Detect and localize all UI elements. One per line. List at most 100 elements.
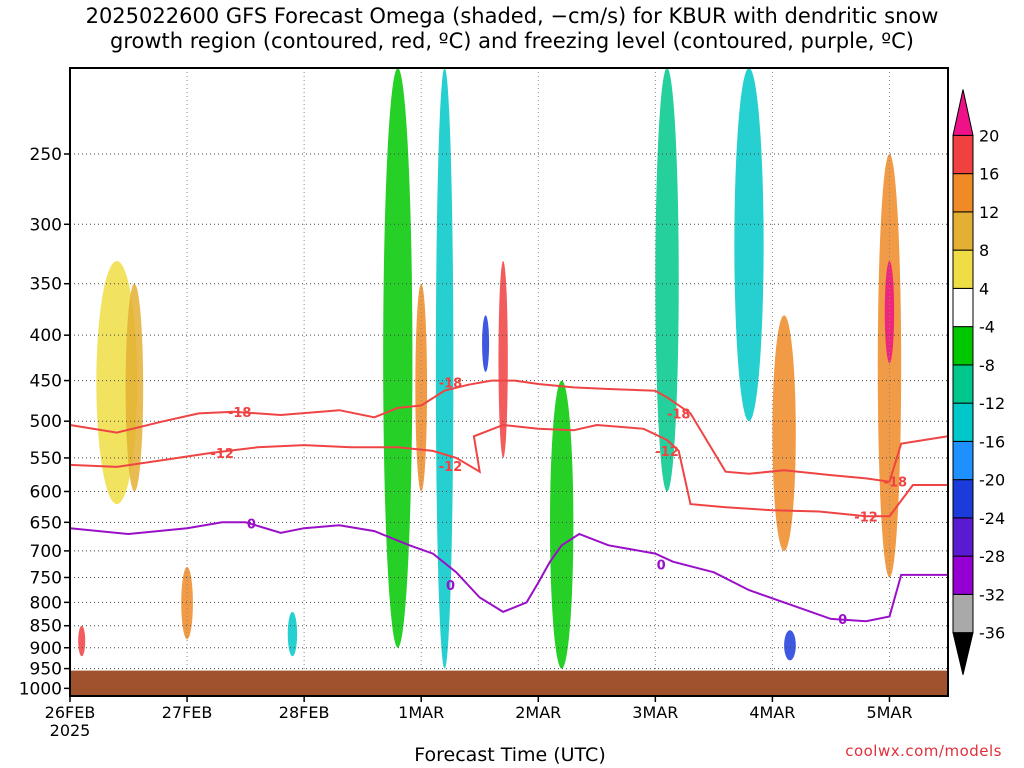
colorbar-label: -36 bbox=[979, 624, 1005, 643]
x-tick-label: 4MAR bbox=[749, 703, 795, 722]
x-tick-label: 2MAR bbox=[515, 703, 561, 722]
colorbar-band bbox=[952, 287, 974, 328]
y-tick-label: 800 bbox=[30, 593, 62, 613]
x-tick-sublabel: 2025 bbox=[50, 721, 91, 740]
colorbar-label: -8 bbox=[979, 356, 995, 375]
y-tick-label: 600 bbox=[30, 482, 62, 502]
colorbar-band bbox=[952, 517, 974, 557]
y-tick-label: 1000 bbox=[19, 679, 62, 699]
colorbar-arrow-top bbox=[952, 89, 974, 136]
chart-title: 2025022600 GFS Forecast Omega (shaded, −… bbox=[0, 4, 1024, 54]
y-tick-label: 900 bbox=[30, 639, 62, 659]
colorbar-label: 8 bbox=[979, 241, 989, 260]
contour-label: -12 bbox=[854, 510, 878, 525]
omega-cell-12 bbox=[734, 68, 764, 422]
contour-line-1 bbox=[69, 423, 948, 518]
contour-label: -18 bbox=[884, 476, 908, 491]
surface-ground bbox=[70, 670, 948, 696]
x-tick-label: 3MAR bbox=[632, 703, 678, 722]
colorbar-band bbox=[952, 593, 974, 634]
colorbar-label: 4 bbox=[979, 279, 989, 298]
contour-label: -12 bbox=[439, 460, 463, 475]
x-tick-label: 1MAR bbox=[398, 703, 444, 722]
y-axis: 2503003504004505005506006507007508008509… bbox=[19, 145, 70, 699]
colorbar-label: -24 bbox=[979, 509, 1005, 528]
x-tick-label: 5MAR bbox=[866, 703, 912, 722]
y-tick-label: 750 bbox=[30, 568, 62, 588]
x-tick-label: 28FEB bbox=[279, 703, 330, 722]
y-tick-label: 500 bbox=[30, 412, 62, 432]
y-tick-label: 700 bbox=[30, 542, 62, 562]
x-tick-label: 26FEB bbox=[45, 703, 96, 722]
colorbar-label: 12 bbox=[979, 203, 999, 222]
omega-cell-13 bbox=[772, 315, 796, 551]
omega-cell-5 bbox=[383, 68, 413, 648]
y-tick-label: 450 bbox=[30, 372, 62, 392]
omega-cell-8 bbox=[482, 315, 490, 372]
omega-cell-10 bbox=[549, 380, 574, 669]
omega-cell-14 bbox=[784, 630, 796, 661]
contour-label: -18 bbox=[228, 406, 252, 421]
colorbar-band bbox=[952, 249, 974, 289]
colorbar-label: -20 bbox=[979, 471, 1005, 490]
colorbar-label: 20 bbox=[979, 126, 999, 145]
contour-line-2 bbox=[69, 521, 948, 623]
colorbar-label: -28 bbox=[979, 547, 1005, 566]
surface-band bbox=[70, 670, 948, 696]
contour-label: 0 bbox=[838, 613, 847, 628]
colorbar-label: 16 bbox=[979, 165, 999, 184]
contour-label: -12 bbox=[210, 447, 234, 462]
credit-text: coolwx.com/models bbox=[845, 742, 1002, 760]
contour-label: 0 bbox=[247, 518, 256, 533]
contour-label: -18 bbox=[439, 376, 463, 391]
contour-line-0 bbox=[69, 379, 949, 483]
colorbar-label: -16 bbox=[979, 432, 1005, 451]
colorbar-band bbox=[952, 173, 974, 213]
omega-cell-3 bbox=[181, 567, 193, 640]
omega-cell-11 bbox=[655, 67, 679, 492]
colorbar-band bbox=[952, 402, 974, 442]
plot-background bbox=[70, 68, 948, 696]
colorbar-band bbox=[952, 555, 974, 595]
colorbar-band bbox=[952, 134, 974, 175]
contour-lines: -18 -18 -18 -18 -12 -12 -12 -12 0 0 0 0 bbox=[69, 376, 949, 628]
y-tick-label: 350 bbox=[30, 275, 62, 295]
colorbar-label: -12 bbox=[979, 394, 1005, 413]
y-tick-label: 950 bbox=[30, 660, 62, 680]
title-line-2: growth region (contoured, red, ºC) and f… bbox=[110, 29, 914, 53]
omega-cell-15 bbox=[877, 154, 902, 578]
colorbar-arrow-bottom bbox=[952, 632, 974, 675]
y-tick-label: 550 bbox=[30, 449, 62, 469]
colorbar-band bbox=[952, 326, 974, 366]
omega-cell-7 bbox=[435, 68, 454, 669]
contour-label: 0 bbox=[657, 558, 666, 573]
colorbar-band bbox=[952, 479, 974, 519]
gridlines bbox=[70, 68, 948, 671]
colorbar-label: -32 bbox=[979, 585, 1005, 604]
colorbar-band bbox=[952, 364, 974, 404]
omega-cell-0 bbox=[78, 625, 86, 657]
plot-area bbox=[70, 68, 948, 696]
omega-cell-4 bbox=[287, 611, 298, 657]
y-tick-label: 250 bbox=[30, 145, 62, 165]
x-axis-label: Forecast Time (UTC) bbox=[414, 744, 606, 766]
colorbar-band bbox=[952, 211, 974, 251]
colorbar-band bbox=[952, 440, 974, 481]
y-tick-label: 400 bbox=[30, 326, 62, 346]
y-tick-label: 650 bbox=[30, 513, 62, 533]
x-tick-label: 27FEB bbox=[162, 703, 213, 722]
contour-label: -12 bbox=[655, 445, 679, 460]
contour-label: 0 bbox=[446, 579, 455, 594]
colorbar-label: -4 bbox=[979, 318, 995, 337]
plot-frame bbox=[69, 67, 949, 697]
omega-cell-9 bbox=[498, 261, 508, 458]
colorbar: -36 -32 -28 -24 -20 -16 -12 -8 -4 4 8 12 16 20 bbox=[952, 89, 1005, 675]
y-tick-label: 850 bbox=[30, 617, 62, 637]
contour-label: -18 bbox=[667, 407, 691, 422]
omega-cell-2 bbox=[125, 283, 144, 492]
y-tick-label: 300 bbox=[30, 215, 62, 235]
title-line-1: 2025022600 GFS Forecast Omega (shaded, −… bbox=[85, 4, 939, 28]
plot-border bbox=[69, 67, 949, 697]
